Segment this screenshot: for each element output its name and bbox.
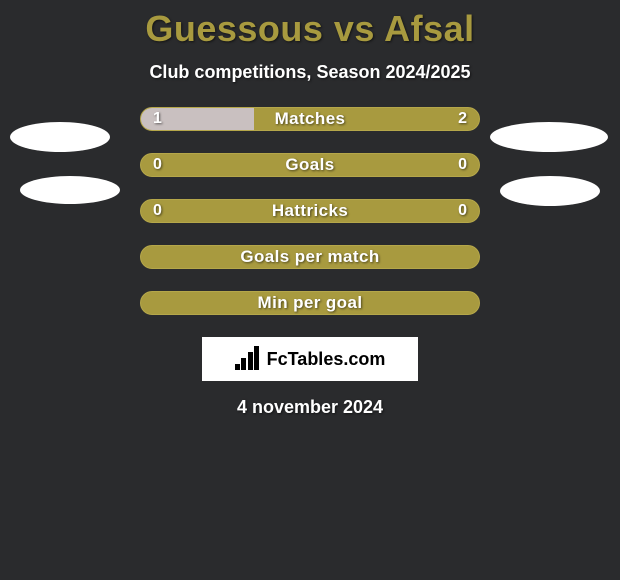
stat-value-right: 2: [458, 110, 467, 128]
stat-row: Goals per match: [140, 245, 480, 269]
stat-label: Hattricks: [272, 201, 348, 221]
stat-label: Goals: [285, 155, 334, 175]
stat-value-left: 0: [153, 202, 162, 220]
player-right-photo-1: [490, 122, 608, 152]
page-title: Guessous vs Afsal: [0, 0, 620, 50]
player-left-photo-1: [10, 122, 110, 152]
brand-bars-icon: [235, 348, 261, 370]
stat-row: Hattricks 0 0: [140, 199, 480, 223]
date-footer: 4 november 2024: [0, 397, 620, 418]
stat-row: Matches 1 2: [140, 107, 480, 131]
subtitle: Club competitions, Season 2024/2025: [0, 50, 620, 83]
stat-value-right: 0: [458, 156, 467, 174]
stat-value-left: 1: [153, 110, 162, 128]
stat-value-left: 0: [153, 156, 162, 174]
player-right-photo-2: [500, 176, 600, 206]
stat-row: Min per goal: [140, 291, 480, 315]
stat-label: Goals per match: [240, 247, 379, 267]
stat-label: Min per goal: [258, 293, 363, 313]
stat-value-right: 0: [458, 202, 467, 220]
stats-table: Matches 1 2 Goals 0 0 Hattricks 0 0 Goals per mat…: [140, 83, 480, 315]
stat-label: Matches: [275, 109, 346, 129]
player-left-photo-2: [20, 176, 120, 204]
stat-row: Goals 0 0: [140, 153, 480, 177]
brand-badge: FcTables.com: [202, 337, 418, 381]
brand-text: FcTables.com: [267, 349, 386, 370]
